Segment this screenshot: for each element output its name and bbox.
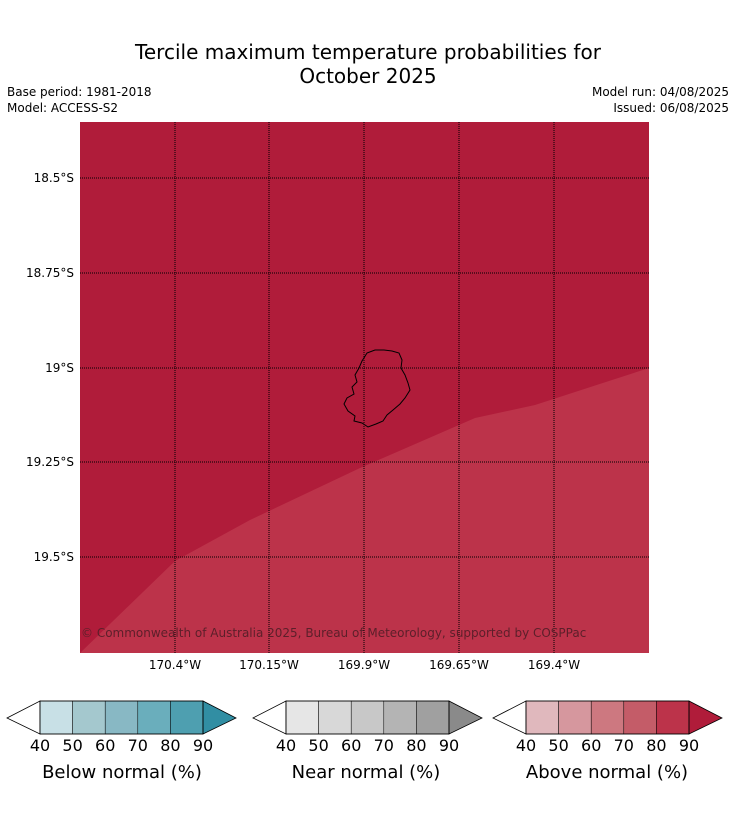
colorbar-0-tick-50: 50 bbox=[62, 736, 83, 755]
colorbar-0-tick-80: 80 bbox=[160, 736, 181, 755]
above-over-arrow bbox=[688, 700, 723, 735]
colorbar-0-cell-0 bbox=[39, 700, 73, 735]
colorbar-label-below: Below normal (%) bbox=[42, 762, 202, 783]
colorbar-2-tick-50: 50 bbox=[548, 736, 569, 755]
lat-label-19-25: 19.25°S bbox=[26, 455, 74, 469]
colorbar-2-tick-90: 90 bbox=[678, 736, 700, 755]
colorbar-below-normal bbox=[6, 700, 237, 735]
lat-label-18-5: 18.5°S bbox=[33, 171, 74, 185]
colorbar-1-tick-90: 90 bbox=[438, 736, 460, 755]
below-over-arrow bbox=[202, 700, 237, 735]
colorbar-label-above: Above normal (%) bbox=[525, 762, 689, 783]
colorbar-0-tick-70: 70 bbox=[127, 736, 148, 755]
colorbar-1-tick-60: 60 bbox=[341, 736, 362, 755]
lon-label-169-4: 169.4°W bbox=[527, 658, 581, 672]
colorbar-2-cell-3 bbox=[623, 700, 657, 735]
lat-label-19: 19°S bbox=[45, 361, 74, 375]
colorbar-1-tick-40: 40 bbox=[275, 736, 297, 755]
gridlines bbox=[80, 122, 649, 653]
colorbar-2-cell-4 bbox=[656, 700, 690, 735]
colorbar-2-tick-70: 70 bbox=[613, 736, 634, 755]
lon-label-169-9: 169.9°W bbox=[337, 658, 391, 672]
near-under-arrow bbox=[252, 700, 287, 735]
colorbar-2-cell-2 bbox=[590, 700, 625, 735]
model-run-date: Model run: 04/08/2025 bbox=[591, 85, 729, 99]
base-period: Base period: 1981-2018 bbox=[7, 85, 152, 99]
colorbar-2-tick-40: 40 bbox=[515, 736, 537, 755]
below-under-arrow bbox=[6, 700, 41, 735]
colorbar-near-normal bbox=[252, 700, 483, 735]
colorbar-0-cell-4 bbox=[170, 700, 204, 735]
lon-label-170-15: 170.15°W bbox=[239, 658, 299, 672]
colorbar-1-tick-80: 80 bbox=[406, 736, 427, 755]
colorbar-1-cell-1 bbox=[318, 700, 352, 735]
colorbar-0-cell-1 bbox=[72, 700, 106, 735]
colorbar-1-cell-0 bbox=[285, 700, 319, 735]
near-over-arrow bbox=[448, 700, 483, 735]
lon-label-170-4: 170.4°W bbox=[148, 658, 202, 672]
colorbar-0-tick-90: 90 bbox=[192, 736, 214, 755]
copyright-notice: © Commonwealth of Australia 2025, Bureau… bbox=[81, 626, 587, 640]
colorbar-0-tick-60: 60 bbox=[95, 736, 116, 755]
map-title-line2: October 2025 bbox=[299, 64, 437, 88]
colorbar-2-cell-1 bbox=[558, 700, 592, 735]
colorbar-0-tick-40: 40 bbox=[29, 736, 51, 755]
colorbar-1-cell-4 bbox=[416, 700, 450, 735]
above-under-arrow bbox=[492, 700, 527, 735]
colorbar-1-cell-2 bbox=[350, 700, 385, 735]
colorbar-1-tick-70: 70 bbox=[373, 736, 394, 755]
lat-label-19-5: 19.5°S bbox=[33, 550, 74, 564]
colorbar-1-cell-3 bbox=[383, 700, 417, 735]
colorbar-0-cell-3 bbox=[137, 700, 171, 735]
colorbar-label-near: Near normal (%) bbox=[291, 762, 441, 783]
colorbar-2-tick-80: 80 bbox=[646, 736, 667, 755]
colorbar-2-cell-0 bbox=[525, 700, 559, 735]
lat-label-18-75: 18.75°S bbox=[26, 266, 74, 280]
colorbar-0-cell-2 bbox=[104, 700, 139, 735]
colorbar-1-tick-50: 50 bbox=[308, 736, 329, 755]
lon-label-169-65: 169.65°W bbox=[429, 658, 489, 672]
colorbar-above-normal bbox=[492, 700, 723, 735]
colorbar-2-tick-60: 60 bbox=[581, 736, 602, 755]
niue-island-outline bbox=[343, 349, 411, 428]
model-name: Model: ACCESS-S2 bbox=[7, 101, 119, 115]
issued-date: Issued: 06/08/2025 bbox=[613, 101, 729, 115]
map-title-line1: Tercile maximum temperature probabilitie… bbox=[135, 40, 601, 64]
